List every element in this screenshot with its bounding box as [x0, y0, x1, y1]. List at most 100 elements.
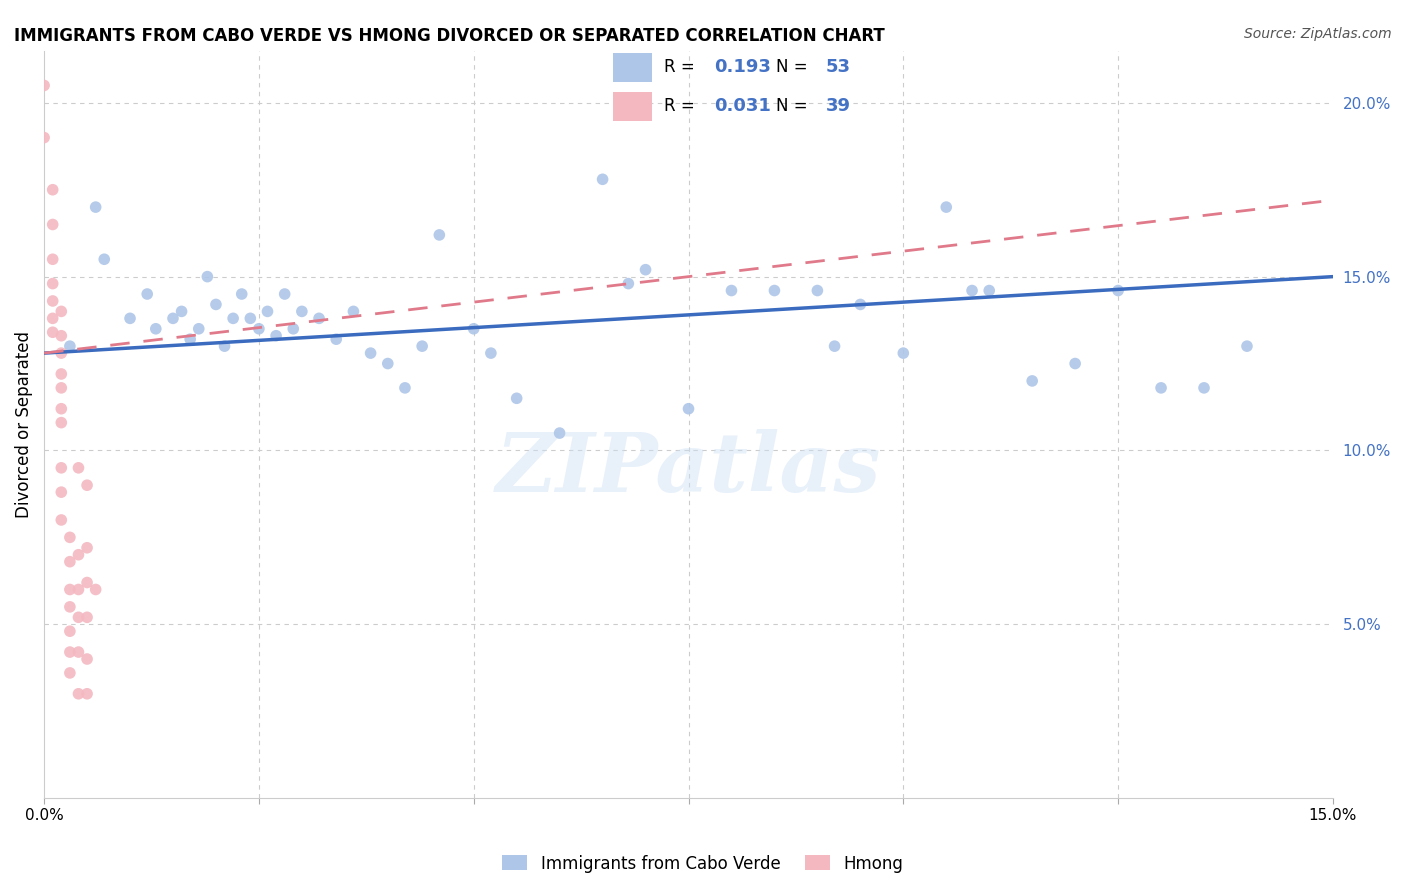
Point [59, 599, 82, 614]
Point [76, 541, 98, 555]
Point [256, 304, 278, 318]
Point [394, 381, 416, 395]
Text: IMMIGRANTS FROM CABO VERDE VS HMONG DIVORCED OR SEPARATED CORRELATION CHART: IMMIGRANTS FROM CABO VERDE VS HMONG DIVO… [14, 27, 884, 45]
Point [41, 325, 63, 339]
Point [214, 339, 236, 353]
Text: 0.193: 0.193 [714, 59, 770, 77]
Point [411, 339, 433, 353]
Text: 53: 53 [827, 59, 851, 77]
Point [41, 293, 63, 308]
Point [548, 425, 571, 440]
Point [59, 530, 82, 544]
Point [51, 401, 73, 416]
Point [59, 339, 82, 353]
Point [59, 665, 82, 680]
Point [51, 304, 73, 318]
Point [617, 277, 640, 291]
Point [824, 339, 846, 353]
Point [41, 252, 63, 267]
Point [76, 687, 98, 701]
Point [377, 357, 399, 371]
Point [51, 328, 73, 343]
Point [51, 460, 73, 475]
Point [59, 645, 82, 659]
Point [592, 172, 614, 186]
Point [67, 460, 90, 475]
Point [67, 610, 90, 624]
Point [1064, 357, 1087, 371]
Point [479, 346, 502, 360]
Point [849, 297, 872, 311]
Text: 39: 39 [827, 97, 851, 115]
Point [67, 582, 90, 597]
Point [59, 624, 82, 639]
Point [291, 304, 314, 318]
Point [41, 218, 63, 232]
Point [179, 332, 201, 346]
Point [427, 227, 450, 242]
Point [93, 252, 115, 267]
Point [360, 346, 382, 360]
Point [935, 200, 957, 214]
Text: 0.031: 0.031 [714, 97, 770, 115]
Point [145, 322, 167, 336]
Point [1236, 339, 1258, 353]
Point [32, 78, 55, 93]
Point [463, 322, 485, 336]
Point [51, 381, 73, 395]
Point [195, 269, 218, 284]
FancyBboxPatch shape [613, 54, 652, 82]
Point [84, 200, 107, 214]
Y-axis label: Divorced or Separated: Divorced or Separated [15, 331, 32, 518]
Point [32, 130, 55, 145]
Point [162, 311, 184, 326]
Point [76, 610, 98, 624]
Point [1021, 374, 1043, 388]
Point [67, 548, 90, 562]
Text: N =: N = [776, 97, 813, 115]
Point [1107, 284, 1129, 298]
Text: R =: R = [664, 97, 700, 115]
Point [59, 555, 82, 569]
Point [51, 416, 73, 430]
Point [273, 287, 295, 301]
Point [720, 284, 742, 298]
Point [891, 346, 914, 360]
Point [76, 652, 98, 666]
Point [205, 297, 228, 311]
Point [231, 287, 253, 301]
Point [41, 277, 63, 291]
Point [41, 311, 63, 326]
Point [247, 322, 270, 336]
Point [678, 401, 700, 416]
Point [1192, 381, 1215, 395]
Point [342, 304, 364, 318]
Point [222, 311, 245, 326]
Point [979, 284, 1001, 298]
Point [136, 287, 159, 301]
Point [51, 485, 73, 500]
Text: N =: N = [776, 59, 813, 77]
Point [634, 262, 657, 277]
Point [806, 284, 828, 298]
Point [76, 478, 98, 492]
Point [187, 322, 209, 336]
Point [51, 367, 73, 381]
Point [1150, 381, 1173, 395]
Point [84, 582, 107, 597]
Point [67, 687, 90, 701]
Point [264, 328, 287, 343]
Text: Source: ZipAtlas.com: Source: ZipAtlas.com [1244, 27, 1392, 41]
Point [41, 183, 63, 197]
Text: R =: R = [664, 59, 700, 77]
Point [59, 582, 82, 597]
FancyBboxPatch shape [613, 92, 652, 120]
Point [51, 346, 73, 360]
Point [325, 332, 347, 346]
Point [170, 304, 193, 318]
Point [67, 645, 90, 659]
Point [763, 284, 786, 298]
Legend: Immigrants from Cabo Verde, Hmong: Immigrants from Cabo Verde, Hmong [496, 848, 910, 880]
Point [118, 311, 141, 326]
Point [960, 284, 983, 298]
